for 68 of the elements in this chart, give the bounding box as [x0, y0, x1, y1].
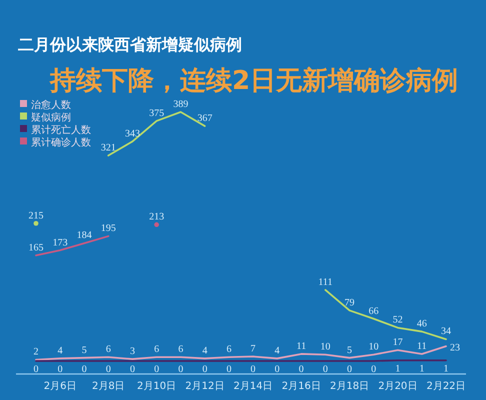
x-tick: 2月12日	[185, 381, 224, 392]
label: 0	[106, 364, 111, 375]
label: 0	[202, 364, 208, 375]
label: 389	[173, 99, 188, 110]
label: 0	[34, 364, 38, 375]
label: 0	[226, 364, 232, 375]
label: 0	[371, 364, 376, 375]
label: 184	[76, 230, 92, 242]
label: 4	[58, 345, 63, 356]
label: 0	[298, 364, 304, 375]
x-tick: 2月18日	[330, 381, 370, 392]
label: 367	[197, 113, 212, 124]
label: 5	[347, 344, 352, 356]
label: 6	[178, 344, 184, 356]
label: 17	[392, 337, 403, 348]
label: 213	[149, 212, 164, 223]
label: 6	[106, 344, 111, 356]
label: 34	[441, 326, 451, 338]
label: 0	[178, 364, 184, 375]
title: 二月份以来陕西省新增疑似病例	[18, 35, 242, 54]
label: 3	[130, 346, 135, 358]
label: 79	[344, 297, 355, 308]
label: 1	[419, 363, 424, 374]
label: 23	[450, 342, 460, 354]
x-tick: 2月16日	[282, 381, 321, 392]
label: 321	[100, 142, 116, 154]
label: 4	[274, 345, 280, 356]
label: 0	[82, 364, 87, 375]
label: 195	[100, 223, 116, 234]
label: 7	[250, 344, 256, 355]
x-tick: 2月10日	[137, 381, 176, 392]
label: 0	[274, 364, 280, 375]
label: 11	[296, 340, 306, 352]
legend-label: 治愈人数	[31, 100, 71, 111]
label: 0	[154, 364, 160, 375]
x-tick: 2月22日	[426, 381, 466, 392]
label: 1	[444, 363, 448, 374]
x-tick: 2月8日	[92, 381, 125, 392]
label: 10	[368, 342, 379, 353]
label: 5	[82, 344, 87, 356]
label: 2	[34, 346, 38, 358]
label: 46	[416, 318, 427, 330]
label: 4	[202, 345, 208, 356]
label: 215	[28, 210, 44, 222]
label: 111	[318, 276, 333, 288]
label: 0	[250, 364, 256, 375]
label: 375	[149, 108, 164, 119]
x-tick: 2月14日	[234, 381, 273, 392]
label: 1	[395, 363, 400, 374]
label: 6	[226, 344, 232, 356]
subtitle: 持续下降，连续2日无新增确诊病例	[50, 66, 458, 96]
label: 165	[28, 242, 44, 254]
x-tick: 2月20日	[378, 381, 418, 392]
legend-label: 累计确诊人数	[31, 138, 91, 148]
label: 11	[417, 340, 427, 352]
label: 343	[124, 128, 140, 140]
label: 0	[58, 364, 63, 375]
label: 52	[392, 314, 403, 326]
legend-label: 累计死亡人数	[31, 125, 91, 136]
label: 10	[320, 342, 330, 353]
label: 66	[368, 306, 379, 317]
label: 0	[322, 364, 328, 375]
label: 6	[154, 344, 160, 356]
x-tick: 2月6日	[44, 381, 76, 392]
label: 0	[130, 364, 135, 375]
label: 173	[52, 237, 68, 248]
legend-label: 疑似病例	[31, 112, 71, 124]
label: 0	[347, 364, 352, 375]
